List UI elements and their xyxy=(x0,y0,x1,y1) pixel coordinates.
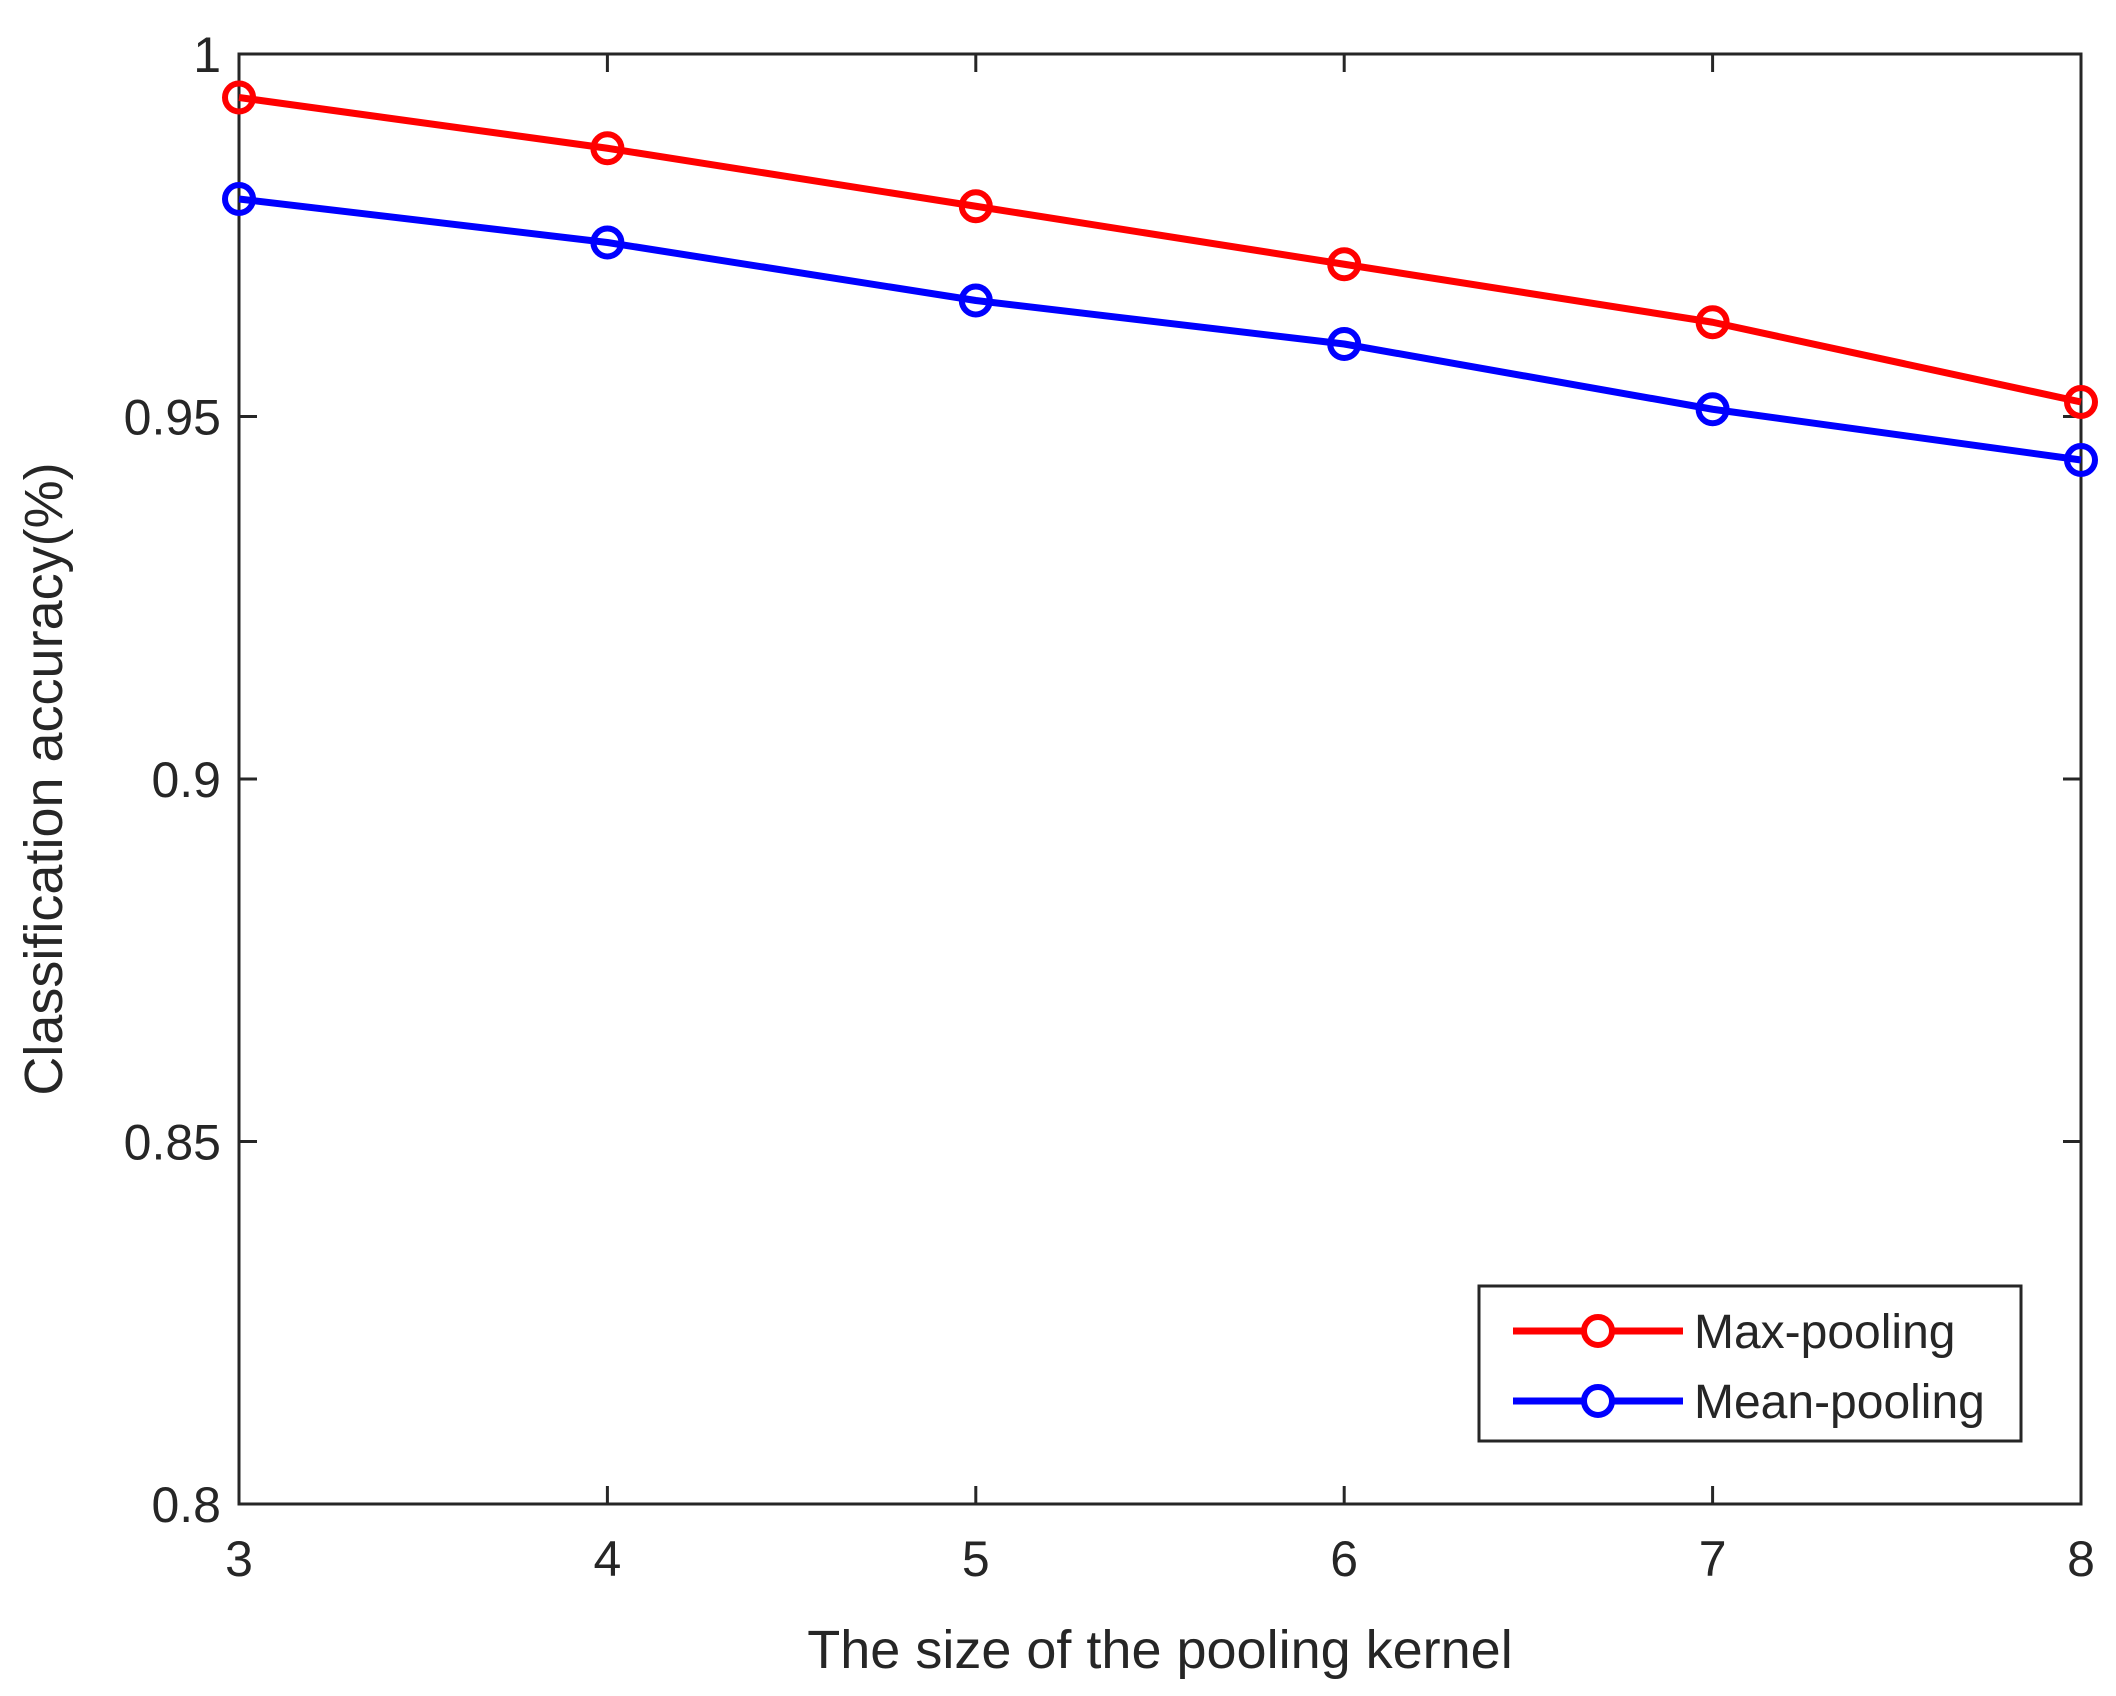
y-tick-label: 0.9 xyxy=(151,752,221,808)
x-tick-label: 3 xyxy=(225,1531,253,1587)
y-tick-label: 1 xyxy=(193,27,221,83)
y-axis-title: Classification accuracy(%) xyxy=(14,462,74,1095)
axes: 3 4 5 6 7 8 0.8 0.85 0.9 0.95 1 xyxy=(124,27,2095,1587)
data-point xyxy=(590,225,625,260)
data-point xyxy=(222,182,256,216)
legend-box xyxy=(1477,1284,2023,1443)
data-point xyxy=(958,189,993,224)
data-point xyxy=(1327,247,1362,282)
x-tick-label: 8 xyxy=(2067,1531,2095,1587)
y-tick-label: 0.8 xyxy=(151,1477,221,1533)
x-tick-label: 6 xyxy=(1330,1531,1358,1587)
series-line-max-pooling xyxy=(238,94,2082,406)
legend-label: Max-pooling xyxy=(1694,1306,1955,1359)
legend: Max-pooling Mean-pooling xyxy=(1477,1284,2023,1443)
x-tick-label: 5 xyxy=(962,1531,990,1587)
x-tick-label: 7 xyxy=(1699,1531,1727,1587)
legend-swatch-marker xyxy=(1581,1314,1615,1348)
data-point xyxy=(2064,443,2098,477)
x-tick-label: 4 xyxy=(593,1531,621,1587)
data-point xyxy=(1327,327,1362,361)
series-group xyxy=(222,80,2098,477)
legend-swatch-marker xyxy=(1581,1384,1615,1418)
series-line-mean-pooling xyxy=(238,195,2082,464)
y-tick-label: 0.85 xyxy=(124,1115,221,1171)
data-point xyxy=(1695,392,1730,427)
y-tick-label: 0.95 xyxy=(124,390,221,446)
legend-label: Mean-pooling xyxy=(1694,1376,1985,1429)
data-point xyxy=(2064,385,2098,419)
x-axis-title: The size of the pooling kernel xyxy=(807,1620,1512,1680)
data-point xyxy=(958,283,993,318)
data-point xyxy=(222,80,256,115)
data-point xyxy=(590,131,625,166)
data-point xyxy=(1695,305,1730,340)
